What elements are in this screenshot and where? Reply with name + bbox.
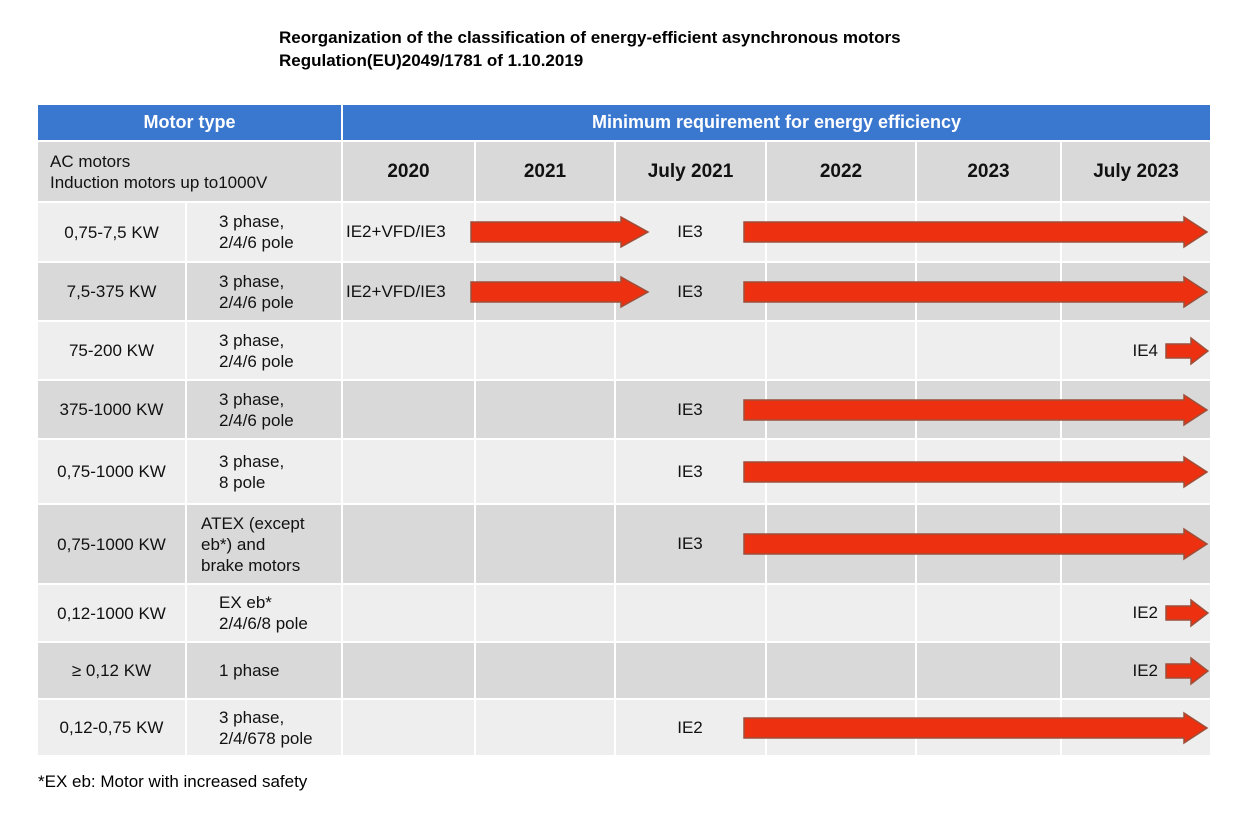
power-range-cell: 75-200 KW: [38, 322, 185, 379]
title-line-1: Reorganization of the classification of …: [279, 28, 901, 47]
requirement-label: IE2: [677, 717, 703, 737]
timeline-background: [343, 643, 1210, 698]
config-line: 3 phase,: [219, 212, 285, 231]
config-line: eb*) and: [201, 534, 266, 554]
config-line: 2/4/6 pole: [219, 292, 294, 312]
timeline-arrow-2020-july2021: [470, 275, 649, 308]
config-line: 3 phase,: [219, 271, 285, 291]
config-line: 2/4/678 pole: [219, 728, 313, 748]
timeline-arrow-2022-onward: [743, 455, 1208, 488]
table-header-row: Motor type Minimum requirement for energ…: [38, 105, 1210, 140]
motor-config-cell: 1 phase: [187, 643, 341, 698]
timeline-arrow-july2023: [1165, 599, 1209, 627]
power-range-cell: 0,75-7,5 KW: [38, 203, 185, 261]
table-row: 0,12-0,75 KW 3 phase, 2/4/678 pole IE2: [38, 700, 1210, 755]
table-row: 0,75-7,5 KW 3 phase, 2/4/6 pole IE2+VFD/…: [38, 203, 1210, 261]
config-line: ATEX (except: [201, 513, 305, 533]
motor-config-cell: 3 phase, 2/4/678 pole: [187, 700, 341, 755]
timeline: IE3: [343, 440, 1210, 503]
motor-desc-line2: Induction motors up to1000V: [50, 172, 268, 192]
motor-config-cell: 3 phase, 8 pole: [187, 440, 341, 503]
config-line: 3 phase,: [219, 389, 285, 409]
motor-config-cell: EX eb* 2/4/6/8 pole: [187, 585, 341, 641]
requirement-label: IE3: [677, 222, 703, 241]
year-header-2021: 2021: [476, 142, 614, 201]
timeline-arrow-2020-july2021: [470, 216, 649, 248]
timeline: IE3: [343, 381, 1210, 438]
table-row: 375-1000 KW 3 phase, 2/4/6 pole IE3: [38, 381, 1210, 438]
year-header-2020: 2020: [343, 142, 474, 201]
config-line: 3 phase,: [219, 451, 285, 471]
header-min-requirement: Minimum requirement for energy efficienc…: [343, 105, 1210, 140]
timeline: IE3: [343, 505, 1210, 583]
config-line: EX eb*: [219, 593, 272, 612]
motor-config-cell: 3 phase, 2/4/6 pole: [187, 263, 341, 320]
table-row: 0,12-1000 KW EX eb* 2/4/6/8 pole IE2: [38, 585, 1210, 641]
power-range-cell: 0,75-1000 KW: [38, 505, 185, 583]
config-line: 2/4/6 pole: [219, 351, 294, 371]
config-line: 2/4/6 pole: [219, 410, 294, 430]
requirement-label: IE2: [1132, 603, 1158, 622]
timeline: IE2: [343, 585, 1210, 641]
config-line: 3 phase,: [219, 707, 285, 727]
timeline-arrow-july2023: [1165, 336, 1209, 365]
requirement-label: IE2+VFD/IE3: [346, 222, 446, 241]
timeline-arrow-july2023: [1165, 656, 1209, 685]
requirement-label: IE2: [1132, 660, 1158, 680]
power-range-cell: 0,75-1000 KW: [38, 440, 185, 503]
table-row: 75-200 KW 3 phase, 2/4/6 pole IE4: [38, 322, 1210, 379]
timeline-background: [343, 322, 1210, 379]
subheader-motor-description: AC motors Induction motors up to1000V: [38, 142, 341, 201]
year-header-2022: 2022: [767, 142, 915, 201]
timeline-arrow-2022-onward: [743, 393, 1208, 426]
page-title: Reorganization of the classification of …: [279, 26, 901, 72]
config-line: 8 pole: [219, 472, 266, 492]
timeline-background: [343, 440, 1210, 503]
timeline: IE4: [343, 322, 1210, 379]
table-row: 0,75-1000 KW ATEX (except eb*) and brake…: [38, 505, 1210, 583]
power-range-cell: 0,12-1000 KW: [38, 585, 185, 641]
config-line: 2/4/6/8 pole: [219, 614, 308, 633]
config-line: brake motors: [201, 555, 301, 575]
title-line-2: Regulation(EU)2049/1781 of 1.10.2019: [279, 51, 584, 70]
timeline-arrow-2022-onward: [743, 216, 1208, 248]
timeline: IE2+VFD/IE3 IE3: [343, 263, 1210, 320]
timeline-arrow-2022-onward: [743, 528, 1208, 560]
requirement-label: IE4: [1132, 340, 1158, 360]
power-range-cell: 0,12-0,75 KW: [38, 700, 185, 755]
motor-desc-line1: AC motors: [50, 151, 131, 171]
table-row: 0,75-1000 KW 3 phase, 8 pole IE3: [38, 440, 1210, 503]
motor-config-cell: ATEX (except eb*) and brake motors: [187, 505, 341, 583]
timeline-background: [343, 585, 1210, 641]
config-line: 3 phase,: [219, 330, 285, 350]
motor-classification-table: Motor type Minimum requirement for energ…: [38, 105, 1210, 757]
table-subheader-row: AC motors Induction motors up to1000V 20…: [38, 142, 1210, 201]
timeline-arrow-2022-onward: [743, 275, 1208, 308]
year-header-july-2021: July 2021: [616, 142, 765, 201]
header-motor-type: Motor type: [38, 105, 341, 140]
power-range-cell: 7,5-375 KW: [38, 263, 185, 320]
requirement-label: IE2+VFD/IE3: [346, 281, 446, 301]
config-line: 1 phase: [219, 661, 280, 680]
config-line: 2/4/6 pole: [219, 233, 294, 252]
power-range-cell: 375-1000 KW: [38, 381, 185, 438]
timeline: IE2: [343, 700, 1210, 755]
timeline: IE2: [343, 643, 1210, 698]
footnote: *EX eb: Motor with increased safety: [38, 772, 308, 791]
table-row: ≥ 0,12 KW 1 phase IE2: [38, 643, 1210, 698]
motor-config-cell: 3 phase, 2/4/6 pole: [187, 381, 341, 438]
motor-config-cell: 3 phase, 2/4/6 pole: [187, 322, 341, 379]
requirement-label: IE3: [677, 461, 703, 481]
motor-config-cell: 3 phase, 2/4/6 pole: [187, 203, 341, 261]
year-header-2023: 2023: [917, 142, 1060, 201]
timeline: IE2+VFD/IE3 IE3: [343, 203, 1210, 261]
timeline-arrow-2022-onward: [743, 711, 1208, 744]
requirement-label: IE3: [677, 399, 703, 419]
year-header-july-2023: July 2023: [1062, 142, 1210, 201]
requirement-label: IE3: [677, 534, 703, 553]
table-row: 7,5-375 KW 3 phase, 2/4/6 pole IE2+VFD/I…: [38, 263, 1210, 320]
requirement-label: IE3: [677, 281, 703, 301]
power-range-cell: ≥ 0,12 KW: [38, 643, 185, 698]
